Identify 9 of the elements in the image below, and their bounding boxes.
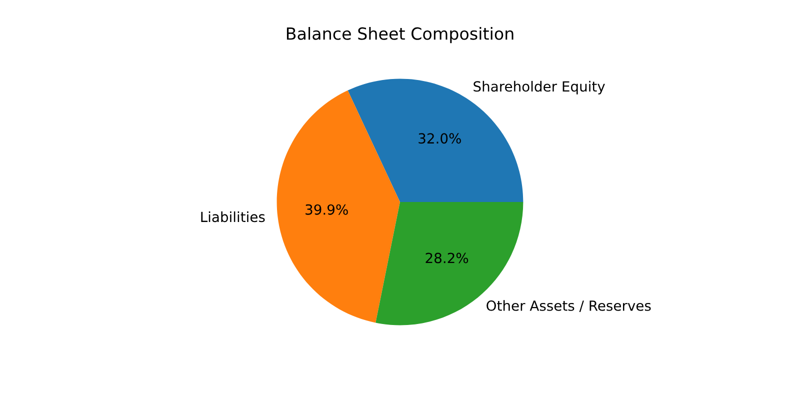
pie-slice [276, 90, 400, 323]
slice-label: Shareholder Equity [474, 80, 605, 94]
data-label: 32.0% [418, 133, 461, 144]
data-label: 28.2% [426, 252, 468, 264]
slice-label: Other Assets / Reserves [486, 300, 651, 312]
pie-slice [376, 202, 524, 326]
chart-title: Balance Sheet Composition [286, 27, 514, 44]
slice-label: Liabilities [201, 211, 265, 222]
data-label: 39.9% [306, 204, 348, 215]
